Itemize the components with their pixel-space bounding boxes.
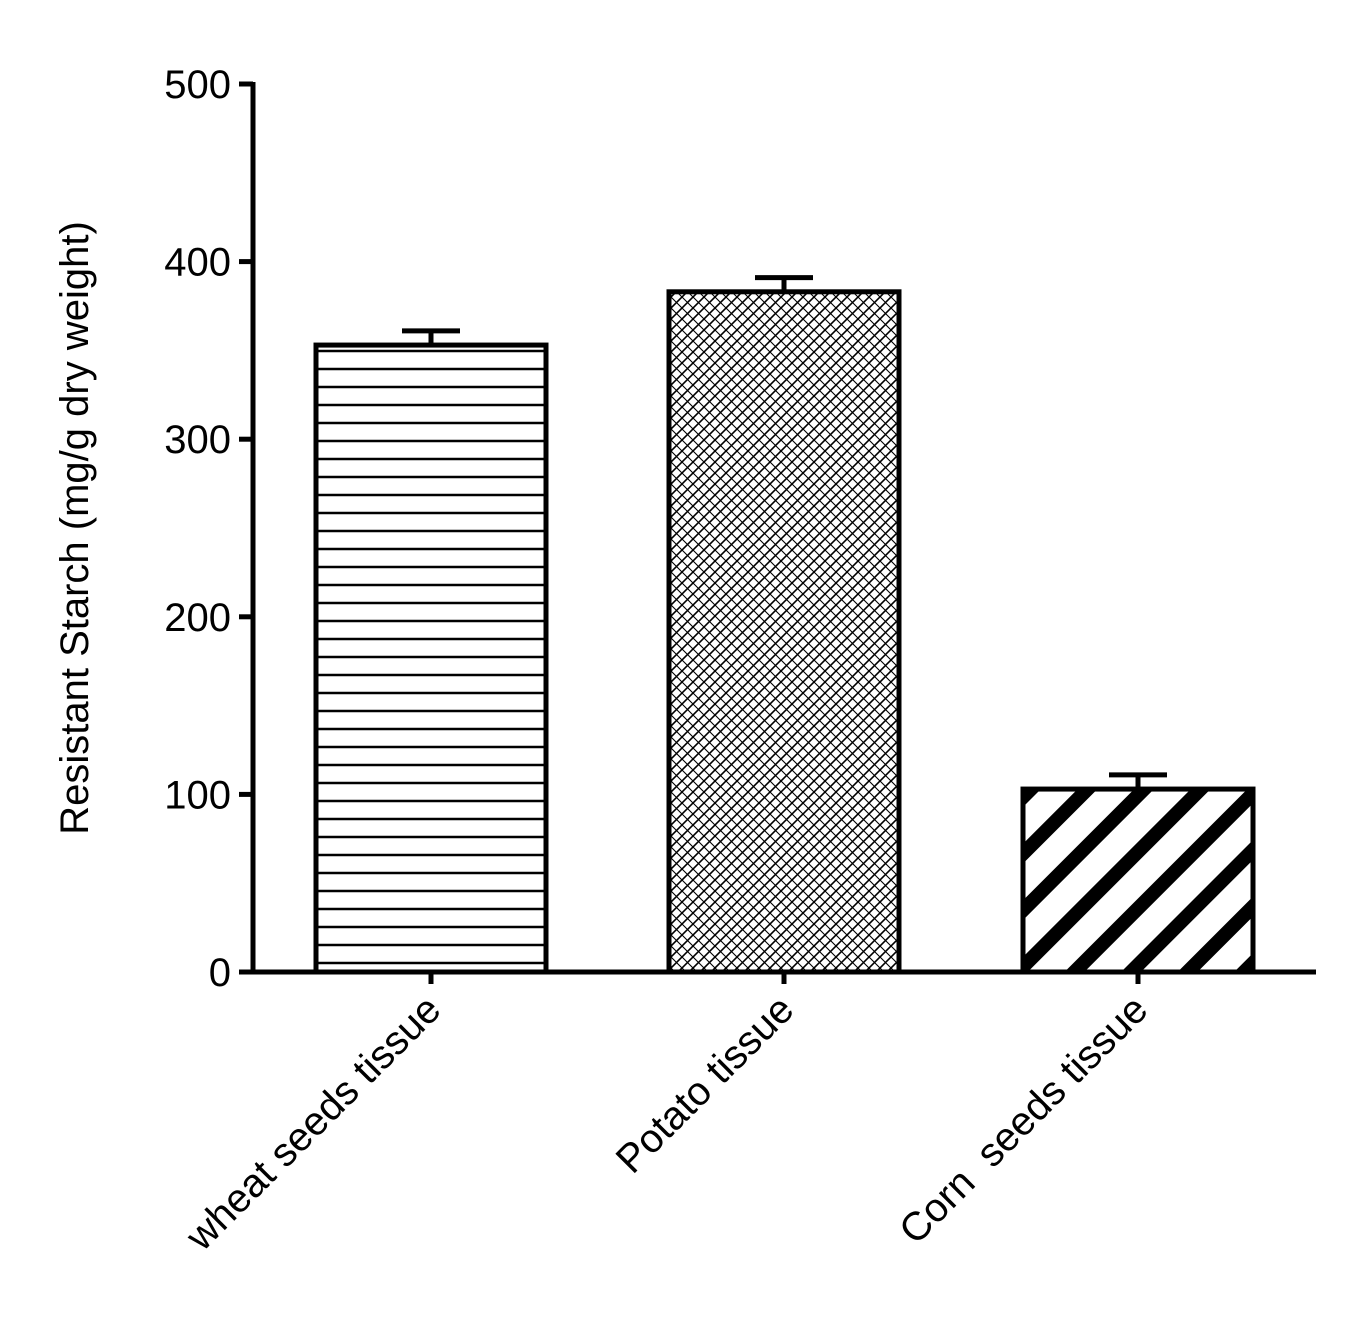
bars-layer: [313, 289, 1256, 975]
y-tick-label: 300: [164, 418, 231, 462]
y-tick-label: 400: [164, 241, 231, 285]
y-tick-label: 500: [164, 63, 231, 107]
y-axis-title: Resistant Starch (mg/g dry weight): [53, 221, 97, 835]
x-category-label: Potato tissue: [608, 987, 803, 1182]
error-bar: [402, 328, 460, 346]
bar: [666, 289, 902, 975]
y-tick-label: 200: [164, 596, 231, 640]
y-tick-label: 0: [209, 951, 231, 995]
error-bar: [755, 275, 813, 292]
error-bar: [1109, 772, 1167, 790]
bar: [313, 342, 549, 975]
error-bars-layer: [402, 275, 1167, 790]
y-tick-label: 100: [164, 773, 231, 817]
bar: [1020, 786, 1256, 975]
x-axis: wheat seeds tissue Potato tissue Corn seed…: [177, 969, 1316, 1260]
x-category-label: Corn seeds tissue: [891, 987, 1156, 1252]
y-axis: 0 100 200 300 400 500: [164, 63, 256, 995]
x-category-label: wheat seeds tissue: [177, 987, 449, 1259]
